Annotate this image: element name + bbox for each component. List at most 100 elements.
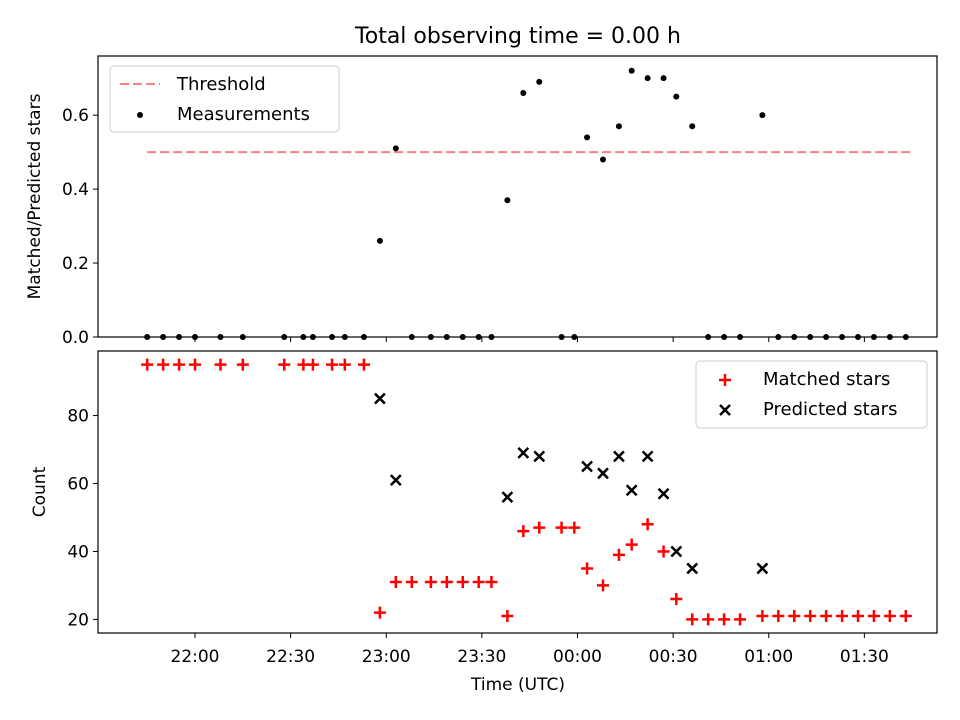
ratio-legend: Threshold Measurements [109,65,340,133]
matched-star-point [836,610,849,623]
count-xtick-label: 01:00 [744,647,793,667]
predicted-star-point [533,450,546,463]
matched-star-point [472,576,485,589]
measurement-point [807,334,814,340]
predicted-star-point [756,562,769,575]
measurement-point [759,112,766,119]
count-panel: 20 40 60 80 22:00 22:30 23:00 23:30 00:00 00:30 01… [30,350,938,695]
ratio-ylabel: Matched/Predicted stars [25,93,45,299]
matched-star-point [440,576,453,589]
measurement-point [870,334,877,340]
predicted-star-point [625,484,638,497]
count-ytick-label: 60 [67,475,89,495]
measurement-point [886,334,893,340]
matched-star-point [625,538,638,551]
ratio-legend-frame [109,65,340,133]
matched-star-point [173,358,186,371]
measurement-point [615,123,622,130]
predicted-star-point [373,392,386,405]
measurement-point [176,334,183,340]
ratio-ytick-label: 0.6 [62,106,89,126]
measurement-point [737,334,744,340]
matched-star-point [883,610,896,623]
measurement-point [673,93,680,100]
count-plot-frame [97,350,938,634]
matched-star-point [597,579,609,592]
predicted-star-point [657,487,670,500]
predicted-star-point [686,562,699,575]
measurement-point [239,334,246,340]
legend-predicted-label: Predicted stars [763,399,897,420]
predicted-star-point [670,545,683,558]
measurement-point [504,197,511,204]
legend-measurements-label: Measurements [177,104,310,125]
measurement-point [839,334,846,340]
matched-star-point [424,576,437,589]
matched-star-point [657,545,670,558]
measurement-point [443,334,450,340]
predicted-star-point [389,474,402,486]
count-xlabel: Time (UTC) [470,675,565,695]
measurement-point [600,156,606,163]
measurement-point [628,67,635,74]
ratio-ytick-label: 0.0 [62,328,89,348]
measurement-point [408,334,415,340]
matched-star-point [278,358,291,371]
measurement-point [689,123,696,130]
measurement-point [144,334,151,340]
matched-star-point [517,525,530,538]
count-xtick-label: 23:30 [457,647,506,667]
measurement-point [376,237,383,244]
matched-star-point [306,358,319,371]
measurement-point [217,334,224,340]
ratio-ytick-label: 0.2 [62,254,89,274]
measurement-point [160,334,167,340]
legend-matched-swatch [719,374,731,386]
matched-star-point [568,521,581,534]
matched-star-point [718,613,731,626]
measurement-point [281,334,288,340]
measurement-point [309,334,316,340]
measurement-point [705,334,712,340]
matched-star-point [686,613,699,626]
ratio-ytick-label: 0.4 [62,180,89,200]
matched-star-point [533,521,546,534]
measurement-point [536,78,543,85]
measurement-point [300,334,307,340]
legend-threshold-label: Threshold [176,74,266,95]
measurement-point [488,334,495,340]
matched-star-point [867,610,880,623]
measurement-point [721,334,728,340]
legend-predicted-swatch [719,404,731,416]
ratio-panel: 0.0 0.2 0.4 0.6 Matched/Predicted stars Thres… [25,55,938,348]
measurement-point [341,334,348,340]
matched-star-point [338,358,351,371]
count-ytick-label: 20 [67,610,89,630]
count-xtick-label: 22:30 [266,647,315,667]
matched-star-point [670,593,683,606]
measurement-point [427,334,434,340]
count-ytick-label: 80 [67,407,89,427]
matched-star-point [236,358,249,371]
count-ylabel: Count [30,466,50,517]
measurement-point [791,334,798,340]
matched-star-point [189,358,201,371]
matched-star-point [899,610,912,623]
matched-star-point [820,610,833,623]
measurement-point [584,134,591,141]
matched-star-point [804,610,817,623]
measurement-point [775,334,782,340]
matched-star-point [405,576,418,589]
count-legend: Matched stars Predicted stars [695,360,928,429]
predicted-star-point [501,491,514,503]
count-ytick-label: 40 [67,542,89,562]
matched-star-point [389,576,402,589]
legend-measurements-swatch [137,112,143,118]
matched-star-point [501,610,514,623]
measurement-point [823,334,830,340]
predicted-star-point [597,467,609,480]
measurement-point [360,334,367,340]
matched-star-point [141,358,154,371]
legend-matched-label: Matched stars [763,369,890,390]
